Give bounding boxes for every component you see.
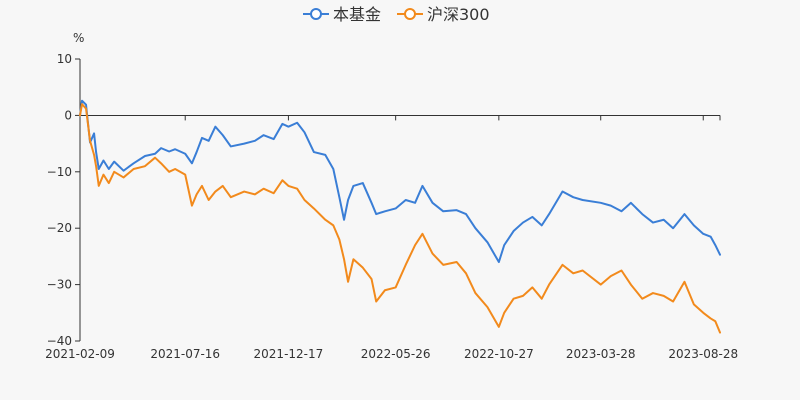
x-tick-label: 2023-08-28: [668, 347, 738, 361]
x-tick-label: 2021-07-16: [150, 347, 220, 361]
legend-item-fund[interactable]: 本基金: [303, 5, 381, 24]
series-line-fund[interactable]: [79, 99, 721, 264]
y-tick-label: 10: [57, 52, 72, 66]
y-tick-label: 0: [64, 108, 72, 122]
x-tick-label: 2022-05-26: [361, 347, 431, 361]
legend-item-csi300[interactable]: 沪深300: [397, 5, 490, 24]
legend: 本基金 沪深300: [303, 5, 490, 24]
y-axis-unit-label: %: [73, 31, 84, 45]
x-tick-label: 2022-10-27: [464, 347, 534, 361]
y-tick-label: −10: [47, 165, 72, 179]
legend-label-fund: 本基金: [333, 5, 381, 24]
series-group: [79, 99, 721, 334]
x-axis-ticks: 2021-02-09 2021-07-16 2021-12-17 2022-05-26…: [45, 115, 738, 361]
legend-marker-fund: [310, 8, 322, 20]
legend-marker-csi300: [404, 8, 416, 20]
y-tick-label: −30: [47, 278, 72, 292]
y-axis-ticks: 10 0 −10 −20 −30 −40: [47, 52, 80, 348]
y-tick-label: −40: [47, 334, 72, 348]
x-tick-label: 2021-12-17: [254, 347, 324, 361]
y-tick-label: −20: [47, 221, 72, 235]
legend-label-csi300: 沪深300: [427, 5, 490, 24]
x-tick-label: 2023-03-28: [566, 347, 636, 361]
series-line-csi300[interactable]: [79, 103, 721, 334]
x-tick-label: 2021-02-09: [45, 347, 115, 361]
